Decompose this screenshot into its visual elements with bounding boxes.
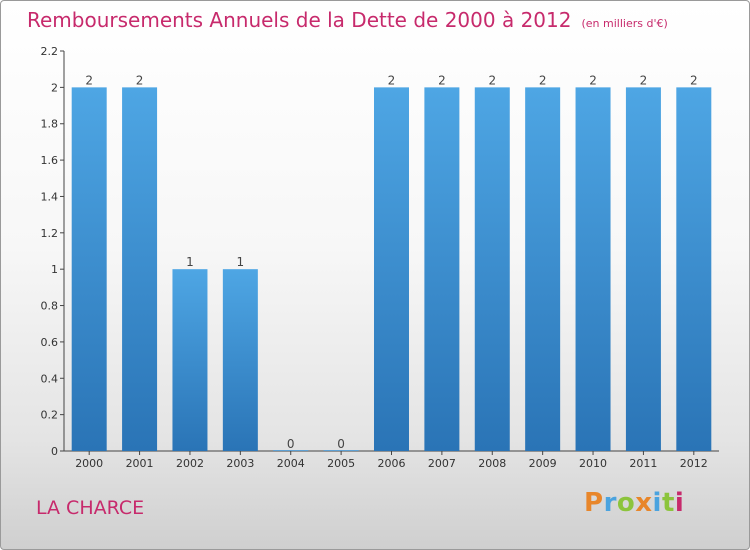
bar — [374, 87, 409, 451]
y-tick-label: 1.6 — [41, 154, 59, 167]
logo-letter: x — [635, 488, 653, 518]
x-tick-label: 2009 — [529, 457, 557, 470]
y-tick-label: 2.2 — [41, 45, 59, 58]
data-label: 2 — [85, 73, 93, 87]
logo-letter: P — [584, 488, 604, 518]
x-tick-label: 2012 — [680, 457, 708, 470]
bar — [172, 269, 208, 451]
data-label: 2 — [640, 73, 648, 87]
x-tick-label: 2008 — [478, 457, 506, 470]
y-tick-label: 0.8 — [41, 300, 59, 313]
y-tick-label: 1.2 — [41, 227, 59, 240]
proxiti-logo: Proxiti — [584, 488, 684, 518]
x-tick-label: 2010 — [579, 457, 607, 470]
bar — [474, 87, 510, 451]
logo-letter: o — [616, 488, 636, 518]
x-tick-label: 2006 — [378, 457, 406, 470]
x-tick-label: 2001 — [126, 457, 154, 470]
x-tick-label: 2011 — [629, 457, 657, 470]
x-tick-label: 2002 — [176, 457, 204, 470]
bar — [676, 87, 712, 451]
x-tick-label: 2000 — [75, 457, 103, 470]
y-tick-label: 0.6 — [41, 336, 59, 349]
bar — [71, 87, 107, 451]
logo-letter: i — [674, 488, 685, 518]
location-label: LA CHARCE — [36, 497, 145, 519]
data-label: 2 — [488, 73, 496, 87]
x-tick-label: 2007 — [428, 457, 456, 470]
bar — [323, 450, 359, 451]
data-label: 2 — [690, 73, 698, 87]
data-label: 2 — [388, 73, 396, 87]
logo-letter: r — [603, 488, 617, 518]
bar — [122, 87, 158, 451]
y-tick-label: 1 — [51, 263, 58, 276]
bar — [222, 269, 258, 451]
chart-title: Remboursements Annuels de la Dette de 20… — [27, 8, 668, 32]
bar — [273, 450, 309, 451]
chart-title-unit: (en milliers d'€) — [581, 17, 668, 30]
y-tick-label: 0 — [51, 445, 58, 458]
data-label: 1 — [237, 255, 245, 269]
bar — [575, 87, 611, 451]
chart-title-main: Remboursements Annuels de la Dette de 20… — [27, 8, 572, 32]
y-tick-label: 2 — [51, 81, 58, 94]
y-tick-label: 1.8 — [41, 118, 59, 131]
bars — [71, 87, 712, 451]
data-label: 2 — [136, 73, 144, 87]
data-label: 0 — [337, 437, 345, 451]
data-label: 2 — [589, 73, 597, 87]
x-tick-label: 2003 — [226, 457, 254, 470]
bar — [625, 87, 661, 451]
y-tick-label: 0.4 — [41, 372, 59, 385]
data-label: 2 — [539, 73, 547, 87]
y-tick-label: 1.4 — [41, 190, 59, 203]
y-tick-label: 0.2 — [41, 409, 59, 422]
data-label: 0 — [287, 437, 295, 451]
data-label: 1 — [186, 255, 194, 269]
data-labels: 2 2 1 1 0 0 2 2 2 2 2 2 2 — [85, 73, 697, 451]
logo-letter: t — [661, 488, 675, 518]
x-tick-label: 2004 — [277, 457, 305, 470]
data-label: 2 — [438, 73, 446, 87]
logo-letter: i — [652, 488, 662, 518]
bar — [525, 87, 561, 451]
bar — [424, 87, 460, 451]
x-tick-label: 2005 — [327, 457, 355, 470]
